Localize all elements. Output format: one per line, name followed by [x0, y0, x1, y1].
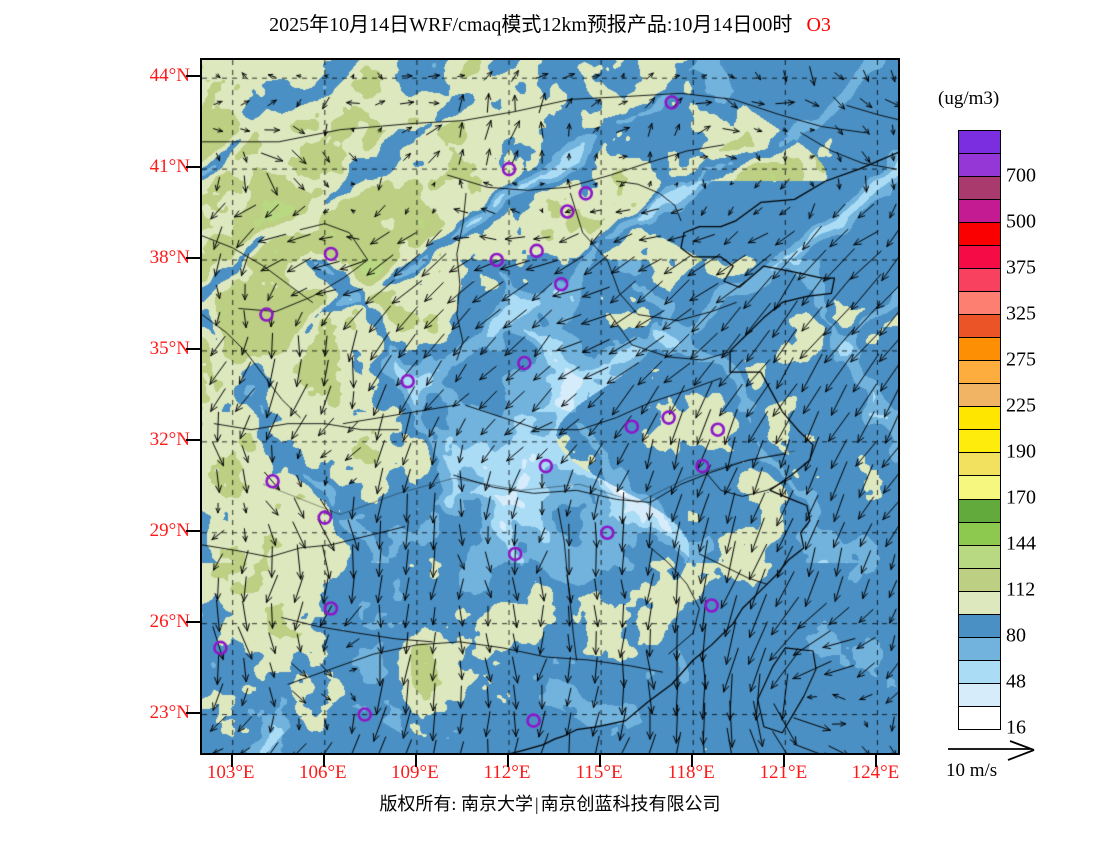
colorbar-swatch	[959, 246, 1000, 270]
colorbar-swatch	[959, 568, 1000, 592]
colorbar-swatch	[959, 223, 1000, 247]
map-raster	[202, 60, 898, 753]
colorbar-tick-label: 500	[1006, 210, 1036, 233]
colorbar-swatch	[959, 522, 1000, 546]
lat-tick-label: 32°N	[149, 428, 190, 450]
lat-tick-label: 44°N	[149, 65, 190, 87]
colorbar-tick-label: 48	[1006, 670, 1026, 693]
lat-tick-mark	[186, 620, 200, 623]
lon-tick-label: 103°E	[206, 762, 255, 783]
lat-tick-mark	[186, 75, 200, 78]
lat-tick-label: 26°N	[149, 610, 190, 632]
lon-tick-mark	[783, 755, 786, 767]
colorbar-swatch	[959, 476, 1000, 500]
colorbar-swatch	[959, 545, 1000, 569]
lat-tick-mark	[186, 257, 200, 259]
colorbar-swatch	[959, 269, 1000, 293]
colorbar-tick-label: 700	[1006, 164, 1036, 187]
colorbar-swatch	[959, 706, 1000, 729]
colorbar-swatch	[959, 591, 1000, 615]
lon-tick-label: 112°E	[483, 762, 531, 783]
title-text: 2025年10月14日WRF/cmaq模式12km预报产品:10月14日00时	[269, 14, 793, 36]
lon-tick-label: 118°E	[667, 762, 715, 783]
colorbar-swatch	[959, 292, 1000, 316]
colorbar-swatch	[959, 407, 1000, 431]
colorbar-tick-label: 275	[1006, 348, 1036, 371]
wind-scale-key: 10 m/s	[944, 740, 1084, 790]
colorbar-tick-label: 144	[1006, 532, 1036, 555]
colorbar-tick-label: 80	[1006, 624, 1026, 647]
colorbar-swatch	[959, 154, 1000, 178]
colorbar-swatch	[959, 430, 1000, 454]
lon-tick-label: 115°E	[575, 762, 623, 783]
wind-arrow-icon	[948, 740, 1035, 761]
colorbar-swatch	[959, 315, 1000, 339]
colorbar-swatch	[959, 660, 1000, 684]
colorbar-tick-label: 225	[1006, 394, 1036, 417]
lat-tick-label: 23°N	[149, 701, 190, 723]
colorbar-tick-label: 16	[1006, 716, 1026, 739]
lat-tick-mark	[186, 529, 200, 532]
lon-tick-label: 121°E	[759, 762, 808, 783]
lat-tick-label: 38°N	[149, 247, 190, 268]
lon-tick-mark	[599, 755, 602, 767]
lat-tick-mark	[186, 347, 200, 350]
title-species-label: O3	[806, 14, 831, 36]
colorbar-swatch	[959, 338, 1000, 362]
colorbar-tick-label: 170	[1006, 486, 1036, 509]
footer-separator: |	[534, 794, 539, 814]
wind-scale-label: 10 m/s	[946, 760, 998, 781]
lon-tick-label: 124°E	[851, 762, 900, 783]
colorbar-swatch	[959, 200, 1000, 224]
colorbar-swatch	[959, 384, 1000, 408]
colorbar-swatch	[959, 177, 1000, 201]
colorbar-swatch	[959, 131, 1000, 155]
lon-tick-label: 109°E	[391, 762, 439, 783]
colorbar[interactable]	[958, 130, 1001, 730]
lat-tick-mark	[186, 438, 200, 441]
colorbar-unit-label: (ug/m3)	[938, 88, 1000, 109]
colorbar-swatch	[959, 683, 1000, 707]
lon-tick-mark	[414, 755, 417, 767]
lat-tick-mark	[186, 166, 200, 169]
lat-tick-label: 29°N	[149, 519, 190, 541]
lon-tick-mark	[875, 755, 878, 767]
page-title: 2025年10月14日WRF/cmaq模式12km预报产品:10月14日00时 O…	[0, 8, 1100, 37]
lon-tick-label: 106°E	[298, 762, 347, 783]
colorbar-swatch	[959, 614, 1000, 638]
colorbar-tick-label: 375	[1006, 256, 1036, 279]
lon-tick-mark	[230, 755, 233, 767]
colorbar-swatch	[959, 499, 1000, 523]
colorbar-tick-label: 190	[1006, 440, 1036, 463]
colorbar-swatch	[959, 361, 1000, 385]
forecast-map[interactable]	[200, 58, 900, 755]
footer-credit: 版权所有: 南京大学 | 南京创蓝科技有限公司	[0, 790, 1100, 816]
colorbar-tick-label: 325	[1006, 302, 1036, 325]
lat-tick-label: 41°N	[149, 156, 190, 178]
lon-tick-mark	[507, 755, 510, 767]
lat-tick-mark	[186, 711, 200, 714]
colorbar-swatch	[959, 637, 1000, 661]
colorbar-tick-label: 112	[1006, 578, 1036, 601]
lat-tick-label: 35°N	[149, 337, 190, 359]
footer-company: 南京创蓝科技有限公司	[540, 794, 721, 814]
lon-tick-mark	[322, 755, 325, 767]
footer-copyright: 版权所有: 南京大学	[379, 794, 533, 814]
lon-tick-mark	[691, 755, 694, 767]
colorbar-swatch	[959, 453, 1000, 477]
